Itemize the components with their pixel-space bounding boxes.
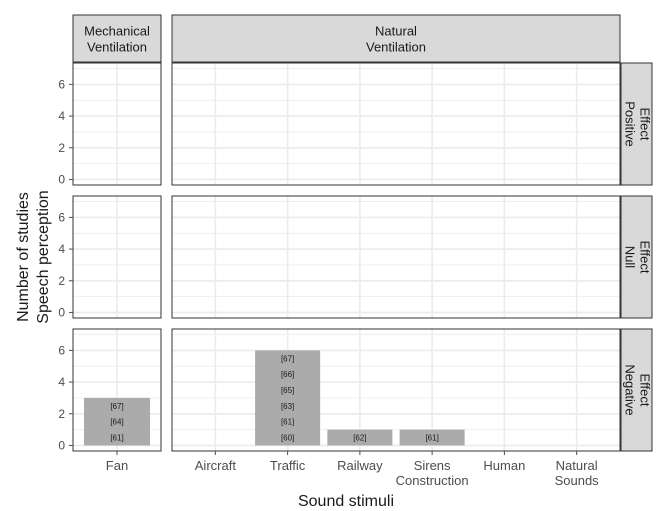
facet-panel <box>171 195 621 319</box>
x-tick-label: Natural <box>556 458 598 473</box>
y-tick-label: 2 <box>58 407 65 421</box>
x-tick-label: Human <box>483 458 525 473</box>
bar-reference-label: [62] <box>353 434 366 443</box>
y-tick-label: 6 <box>58 77 65 91</box>
y-axis-title: Speech perception <box>35 190 52 323</box>
y-tick-label: 2 <box>58 274 65 288</box>
bar-reference-label: [64] <box>110 418 123 427</box>
facet-strip-col-1 <box>171 14 621 63</box>
y-tick-label: 0 <box>58 305 65 319</box>
x-axis-title: Sound stimuli <box>298 493 394 510</box>
x-tick-label: Railway <box>337 458 383 473</box>
bar-reference-label: [60] <box>281 434 294 443</box>
facet-strip-row-label: Effect <box>638 373 653 406</box>
y-tick-label: 4 <box>58 242 65 256</box>
bar <box>399 429 465 446</box>
bar-reference-label: [67] <box>110 402 123 411</box>
y-axis-title: Number of studies <box>15 192 32 322</box>
y-tick-label: 4 <box>58 109 65 123</box>
y-tick-label: 4 <box>58 375 65 389</box>
facet-strip-row-label: Null <box>623 246 638 269</box>
facet-strip-col-label: Natural <box>375 24 417 39</box>
bar-reference-label: [63] <box>281 402 294 411</box>
x-tick-label: Fan <box>106 458 128 473</box>
facet-strip-row-2 <box>620 328 653 452</box>
facet-strip-col-label: Ventilation <box>366 40 426 55</box>
x-tick-label: Sounds <box>555 473 600 488</box>
y-tick-label: 6 <box>58 343 65 357</box>
bar-reference-label: [61] <box>425 434 438 443</box>
facet-panel <box>72 195 162 319</box>
y-tick-label: 0 <box>58 438 65 452</box>
facet-strip-col-0 <box>72 14 162 63</box>
facet-strip-row-label: Negative <box>623 364 638 415</box>
facet-strip-col-label: Mechanical <box>84 24 150 39</box>
x-tick-label: Aircraft <box>195 458 237 473</box>
facet-strip-row-0 <box>620 62 653 186</box>
bar <box>84 397 150 446</box>
x-tick-label: Traffic <box>270 458 306 473</box>
y-tick-label: 6 <box>58 210 65 224</box>
bar-reference-label: [61] <box>110 434 123 443</box>
bar-reference-label: [65] <box>281 386 294 395</box>
facet-panel <box>72 62 162 186</box>
bar-reference-label: [67] <box>281 354 294 363</box>
bar-reference-label: [61] <box>281 418 294 427</box>
bar <box>255 350 321 446</box>
facet-strip-row-label: Effect <box>638 240 653 273</box>
facet-strip-row-label: Positive <box>623 101 638 147</box>
facet-strip-col-label: Ventilation <box>87 40 147 55</box>
facet-panel <box>171 62 621 186</box>
x-tick-label: Construction <box>396 473 469 488</box>
x-tick-label: Sirens <box>414 458 451 473</box>
facet-panel <box>171 328 621 452</box>
bar-reference-label: [66] <box>281 370 294 379</box>
y-tick-label: 0 <box>58 172 65 186</box>
facet-strip-row-1 <box>620 195 653 319</box>
facet-strip-row-label: Effect <box>638 107 653 140</box>
y-tick-label: 2 <box>58 141 65 155</box>
bar <box>327 429 393 446</box>
